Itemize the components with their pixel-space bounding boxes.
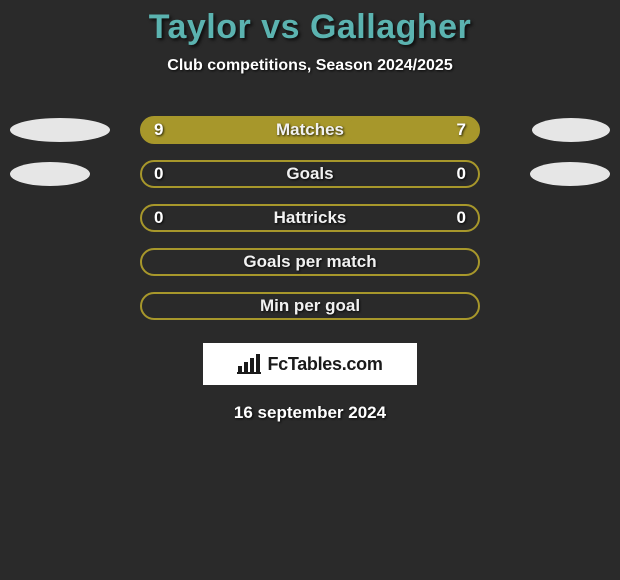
stat-bar: Hattricks 0 0: [140, 204, 480, 232]
bar-chart-icon: [237, 354, 261, 374]
stat-label: Hattricks: [274, 208, 347, 228]
comparison-card: Taylor vs Gallagher Club competitions, S…: [0, 0, 620, 580]
stat-row: Min per goal: [0, 291, 620, 321]
stat-label: Min per goal: [260, 296, 360, 316]
stat-bar: Goals 0 0: [140, 160, 480, 188]
stat-row: Goals per match: [0, 247, 620, 277]
page-subtitle: Club competitions, Season 2024/2025: [167, 57, 452, 75]
stat-label: Matches: [276, 120, 344, 140]
stat-label: Goals per match: [243, 252, 376, 272]
stat-bar: Matches 9 7: [140, 116, 480, 144]
stat-row: Hattricks 0 0: [0, 203, 620, 233]
stat-bar: Goals per match: [140, 248, 480, 276]
stat-row: Matches 9 7: [0, 115, 620, 145]
left-player-ellipse: [10, 118, 110, 142]
stat-row: Goals 0 0: [0, 159, 620, 189]
stat-value-right: 0: [457, 208, 466, 228]
stat-bar: Min per goal: [140, 292, 480, 320]
brand-text: FcTables.com: [267, 354, 382, 375]
left-player-ellipse: [10, 162, 90, 186]
stat-value-right: 7: [457, 120, 466, 140]
stat-label: Goals: [286, 164, 333, 184]
right-player-ellipse: [532, 118, 610, 142]
stat-value-left: 9: [154, 120, 163, 140]
stat-value-left: 0: [154, 164, 163, 184]
stats-rows: Matches 9 7 Goals 0 0 Hattricks 0 0 Goals per mat…: [0, 115, 620, 321]
date-line: 16 september 2024: [234, 403, 386, 423]
right-player-ellipse: [530, 162, 610, 186]
stat-value-left: 0: [154, 208, 163, 228]
stat-value-right: 0: [457, 164, 466, 184]
page-title: Taylor vs Gallagher: [149, 8, 472, 47]
brand-box: FcTables.com: [203, 343, 417, 385]
